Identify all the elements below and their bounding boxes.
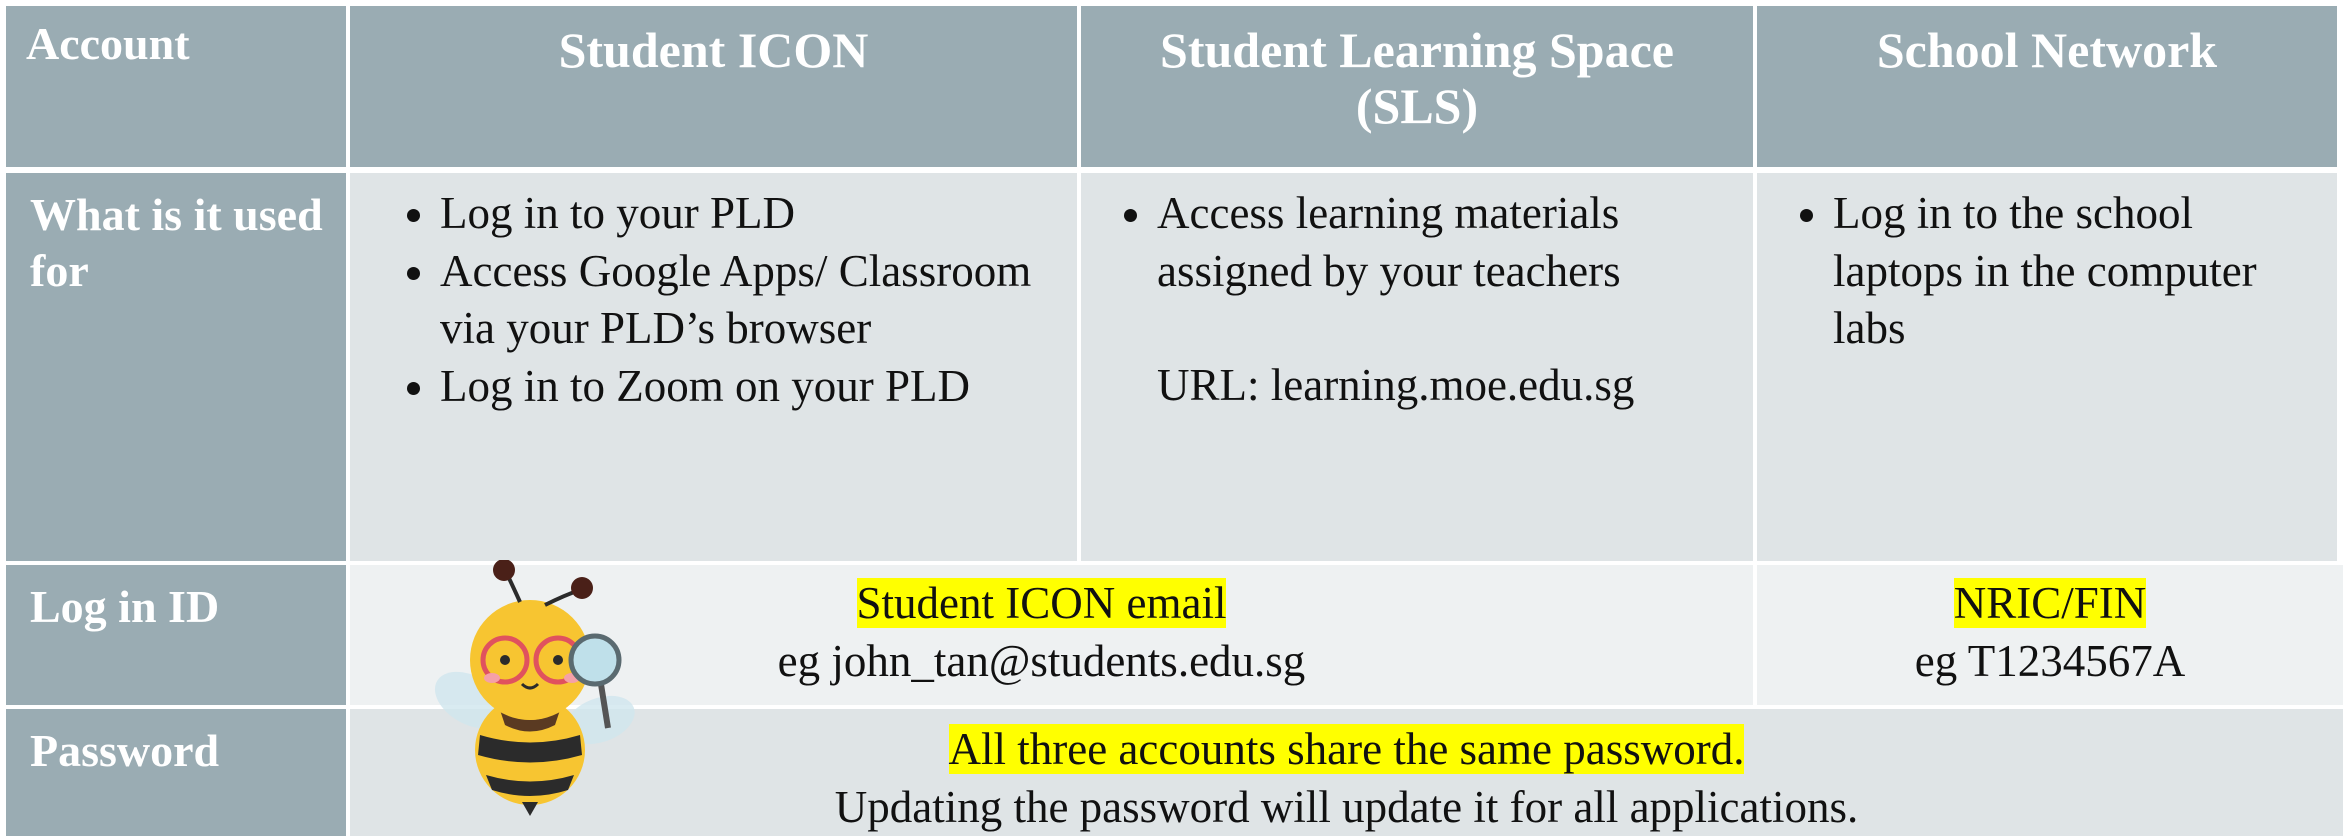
header-cell: Student ICON xyxy=(350,6,1077,167)
row-label: Password xyxy=(6,709,346,836)
bee-illustration xyxy=(434,560,635,816)
url-text: URL: learning.moe.edu.sg xyxy=(1157,360,1635,410)
header-cell: Student Learning Space (SLS) xyxy=(1081,6,1753,167)
bullet-item: Access learning materials assigned by yo… xyxy=(1157,185,1753,300)
table-cell: Log in to the school laptops in the comp… xyxy=(1757,173,2337,561)
table-cell: Log in to your PLDAccess Google Apps/ Cl… xyxy=(350,173,1077,561)
bullet-item: Log in to the school laptops in the comp… xyxy=(1833,185,2317,358)
example-text: eg T1234567A xyxy=(1914,635,2186,686)
bullet-item: Log in to your PLD xyxy=(440,185,1077,243)
note-text: Updating the password will update it for… xyxy=(834,781,1859,832)
table-cell: All three accounts share the same passwo… xyxy=(350,709,2343,836)
row-label: What is it used for xyxy=(6,173,346,561)
row-label: Log in ID xyxy=(6,565,346,705)
table-cell: NRIC/FIN eg T1234567A xyxy=(1757,565,2343,705)
bullet-list: Log in to the school laptops in the comp… xyxy=(1757,185,2337,358)
bullet-item: Log in to Zoom on your PLD xyxy=(440,358,1077,416)
table-cell: Access learning materials assigned by yo… xyxy=(1081,173,1753,561)
bullet-list: Access learning materials assigned by yo… xyxy=(1081,185,1753,300)
bullet-list: Log in to your PLDAccess Google Apps/ Cl… xyxy=(350,185,1077,415)
highlight-text: NRIC/FIN xyxy=(1953,578,2147,628)
example-text: eg john_tan@students.edu.sg xyxy=(777,635,1306,686)
bullet-item: Access Google Apps/ Classroom via your P… xyxy=(440,243,1077,358)
highlight-text: Student ICON email xyxy=(856,578,1227,628)
header-cell: School Network xyxy=(1757,6,2337,167)
highlight-text: All three accounts share the same passwo… xyxy=(948,724,1745,774)
header-cell: Account xyxy=(6,6,346,167)
